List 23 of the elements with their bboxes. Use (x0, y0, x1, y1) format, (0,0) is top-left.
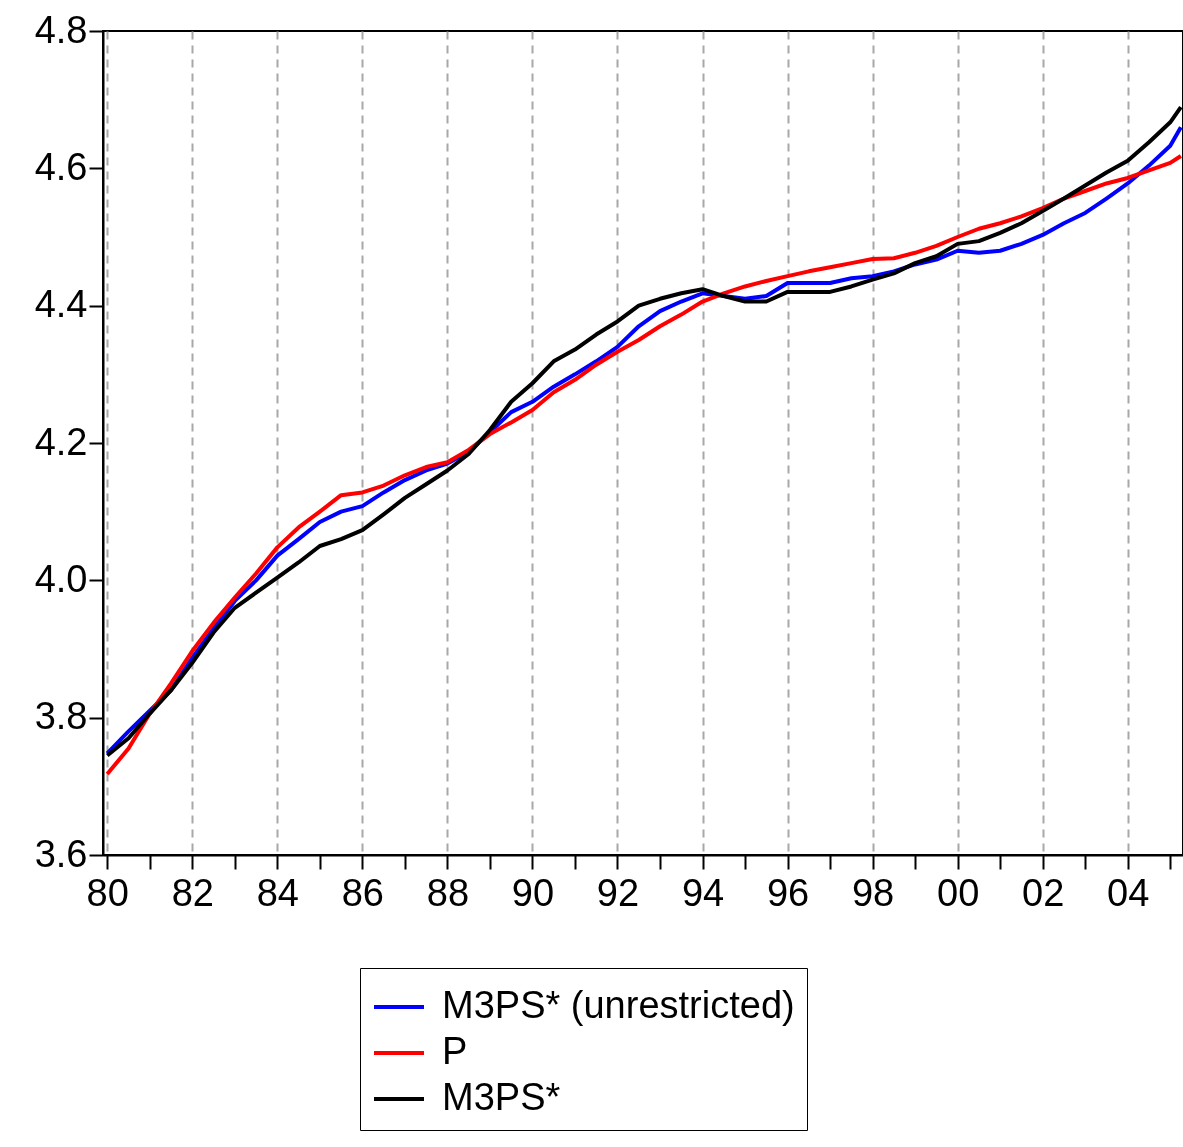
x-tick-label: 88 (426, 871, 470, 914)
x-tick-label: 82 (171, 871, 214, 914)
x-tick-label: 04 (1107, 871, 1150, 914)
x-tick-label: 92 (596, 871, 640, 914)
legend-label: M3PS* (unrestricted) (442, 984, 795, 1026)
legend-label: P (442, 1030, 468, 1072)
legend-label: M3PS* (442, 1076, 561, 1118)
y-tick-label: 4.2 (34, 420, 88, 463)
x-tick-label: 86 (341, 871, 385, 914)
x-tick-label: 96 (766, 871, 810, 914)
y-tick-label: 3.8 (34, 695, 88, 738)
y-tick-label: 4.8 (34, 8, 88, 51)
y-tick-label: 4.0 (34, 557, 88, 600)
x-tick-label: 84 (256, 871, 299, 914)
x-tick-label: 02 (1022, 871, 1065, 914)
y-tick-label: 3.6 (34, 832, 88, 875)
x-tick-label: 90 (511, 871, 555, 914)
y-tick-label: 4.6 (34, 145, 88, 188)
y-tick-label: 4.4 (34, 283, 88, 326)
x-tick-label: 98 (851, 871, 895, 914)
x-tick-label: 80 (86, 871, 129, 914)
x-tick-label: 94 (681, 871, 725, 914)
x-tick-label: 00 (937, 871, 980, 914)
